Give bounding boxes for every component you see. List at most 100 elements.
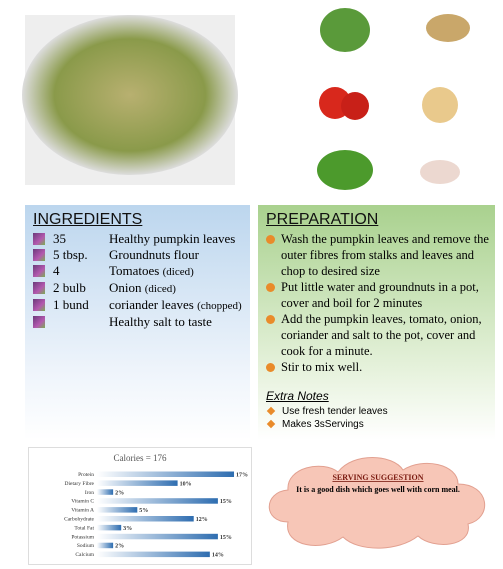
bar [97, 516, 194, 522]
bar [97, 542, 114, 549]
step-bullet [266, 235, 275, 244]
ingredient-item: coriander leaves (chopped) [109, 297, 242, 314]
ingredient-qty: 2 bulb [53, 280, 86, 295]
ingredient-item: Healthy pumpkin leaves [109, 231, 235, 247]
salt-icon [420, 160, 460, 184]
ingredient-icon [33, 299, 45, 311]
coriander-icon [317, 150, 373, 190]
category-label: Iron [85, 490, 94, 496]
flour-icon [426, 14, 470, 42]
ingredients-box: INGREDIENTS 35 Healthy pumpkin leaves 5 tb… [25, 205, 250, 440]
step-row: Stir to mix well. [266, 359, 489, 375]
note-row: Use fresh tender leaves [266, 405, 495, 418]
ingredient-name: Onion [109, 280, 142, 295]
step-text: Wash the pumpkin leaves and remove the o… [281, 232, 489, 278]
serving-text-wrap: It is a good dish which goes well with c… [296, 485, 460, 494]
step-text: Stir to mix well. [281, 360, 363, 374]
images [22, 8, 470, 190]
ingredient-name: Healthy pumpkin leaves [109, 231, 236, 246]
value-label: 15% [220, 535, 232, 541]
ingredient-row: 2 bulb Onion (diced) [33, 280, 250, 297]
ingredient-qty: 4 [53, 263, 60, 278]
ingredient-icon [33, 316, 45, 328]
value-label: 14% [212, 553, 224, 559]
ingredient-row: 5 tbsp. Groundnuts flour [33, 247, 250, 263]
ingredient-item: Tomatoes (diced) [109, 263, 194, 280]
note-bullet [266, 419, 276, 429]
ingredient-note: (chopped) [197, 300, 242, 312]
onion-icon [422, 87, 458, 123]
chart-title: Calories = 176 [113, 453, 167, 463]
category-label: Potassium [71, 534, 94, 540]
category-label: Vitamin A [71, 508, 94, 514]
step-row: Wash the pumpkin leaves and remove the o… [266, 231, 489, 279]
ingredient-qty [53, 314, 109, 330]
bar [97, 489, 114, 495]
note-text: Use fresh tender leaves [282, 406, 388, 417]
ingredient-item: Groundnuts flour [109, 247, 199, 263]
ingredient-qty: 1 bund [53, 297, 89, 312]
ingredient-icon [33, 282, 45, 294]
category-label: Carbohydrate [64, 517, 94, 523]
step-row: Put little water and groundnuts in a pot… [266, 279, 489, 311]
category-label: Total Fat [74, 525, 94, 531]
step-bullet [266, 315, 275, 324]
tomato-icon [341, 92, 369, 120]
step-bullet [266, 283, 275, 292]
notes-title: Extra Notes [266, 389, 329, 403]
preparation-title: PREPARATION [266, 211, 379, 228]
bar [97, 551, 210, 558]
category-label: Sodium [77, 543, 95, 549]
value-label: 15% [220, 499, 232, 505]
ingredient-name: Tomatoes [109, 263, 160, 278]
ingredient-row: Healthy salt to taste [33, 314, 250, 330]
bar [97, 533, 218, 540]
cloud-shape [268, 457, 485, 549]
category-label: Vitamin C [71, 499, 94, 505]
leaf-icon [320, 8, 370, 52]
ingredient-name: coriander leaves [109, 297, 194, 312]
ingredients-title: INGREDIENTS [33, 211, 143, 228]
ingredient-note: (diced) [144, 283, 176, 295]
note-bullet [266, 406, 276, 416]
ingredient-list: 35 Healthy pumpkin leaves 5 tbsp. Groundnut… [25, 231, 250, 330]
step-list: Wash the pumpkin leaves and remove the o… [258, 231, 495, 375]
category-label: Protein [78, 472, 94, 478]
serving-cloud: SERVING SUGGESTION It is a good dish whi… [268, 457, 485, 549]
ingredient-note: (diced) [162, 266, 194, 278]
note-row: Makes 3sServings [266, 418, 495, 431]
step-text: Add the pumpkin leaves, tomato, onion, c… [281, 312, 482, 358]
ingredient-qty: 35 [53, 231, 66, 246]
bar [97, 507, 138, 513]
ingredient-name: Groundnuts flour [109, 247, 199, 262]
bar [97, 480, 178, 486]
value-label: 3% [123, 526, 132, 532]
value-label: 5% [139, 508, 148, 514]
food-bowl [22, 15, 238, 175]
value-label: 17% [236, 473, 248, 479]
value-label: 2% [115, 544, 124, 550]
category-label: Calcium [75, 552, 94, 558]
preparation-box: PREPARATION Wash the pumpkin leaves and … [258, 205, 495, 440]
note-text: Makes 3sServings [282, 419, 364, 430]
ingredient-item: Healthy salt to taste [109, 314, 212, 330]
ingredient-name: Healthy salt to taste [109, 314, 212, 329]
bar [97, 524, 122, 531]
bar [97, 471, 235, 477]
ingredient-row: 4 Tomatoes (diced) [33, 263, 250, 280]
ingredient-item: Onion (diced) [109, 280, 176, 297]
ingredient-icon [33, 233, 45, 245]
serving-title: SERVING SUGGESTION [332, 473, 423, 482]
serving-text: It is a good dish which goes well with c… [296, 485, 460, 494]
step-row: Add the pumpkin leaves, tomato, onion, c… [266, 311, 489, 359]
ingredient-row: 35 Healthy pumpkin leaves [33, 231, 250, 247]
value-label: 2% [115, 490, 124, 496]
note-list: Use fresh tender leaves Makes 3sServings [258, 405, 495, 431]
ingredient-icon [33, 265, 45, 277]
bar [97, 498, 218, 504]
nutrition-chart: Calories = 176 Protein 17% Dietary Fibre 10… [28, 447, 252, 565]
ingredient-icon [33, 249, 45, 261]
step-text: Put little water and groundnuts in a pot… [281, 280, 479, 310]
value-label: 12% [196, 517, 208, 523]
